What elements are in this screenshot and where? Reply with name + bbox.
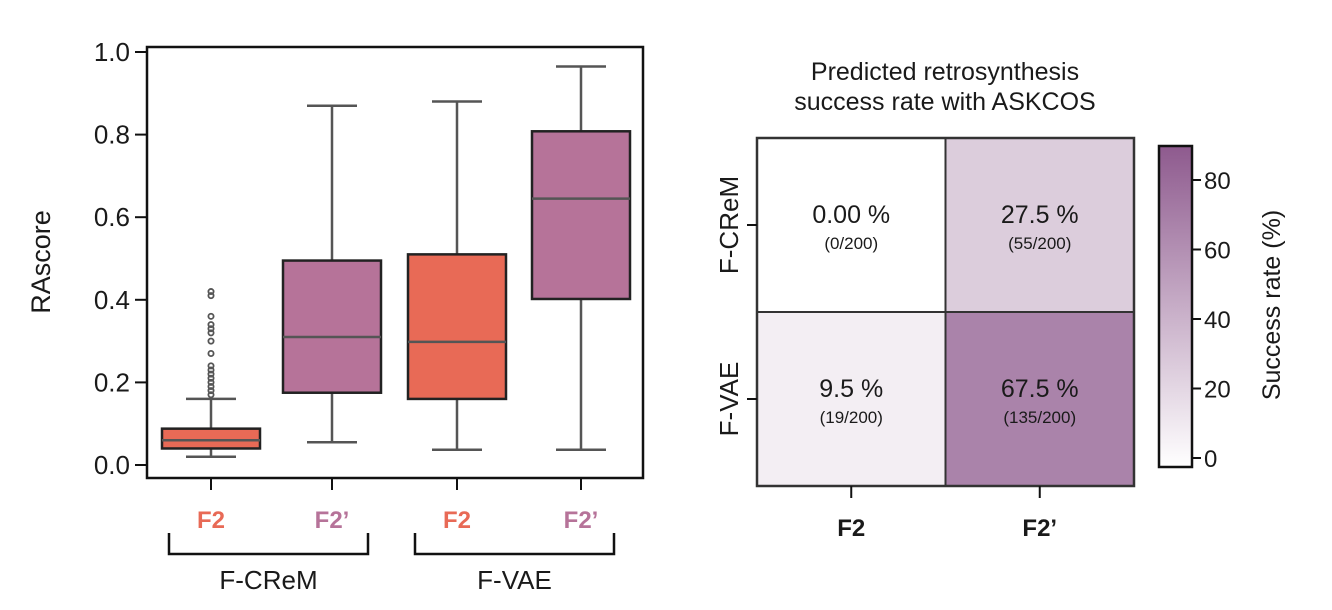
colorbar-tick-label: 80 [1204,168,1231,195]
cell-value-label: 9.5 % [819,375,883,403]
group-bracket [413,533,616,556]
col-label: F2’ [1022,515,1057,542]
colorbar-tick-label: 60 [1204,238,1231,265]
y-tick-label: 0.8 [94,120,130,150]
box-3 [530,65,632,451]
group-label: F-VAE [477,565,552,595]
group-bracket [167,533,370,556]
outlier-point [207,321,215,329]
cell-count-label: (19/200) [820,408,883,427]
y-tick-label: 0.6 [94,202,130,232]
outlier-point [207,366,215,374]
outlier-point [207,288,215,296]
y-tick-label: 1.0 [94,37,130,67]
col-label: F2 [837,515,865,542]
x-tick-label: F2’ [315,507,350,534]
cell-count-label: (55/200) [1008,234,1071,253]
cell-value-label: 67.5 % [1001,375,1079,403]
y-tick-label: 0.4 [94,285,130,315]
y-axis-label: RAscore [26,210,56,314]
x-tick-label: F2 [197,507,225,534]
heatmap-frame [755,136,1136,488]
box-1 [281,104,383,444]
y-tick-label: 0.0 [94,450,130,480]
outlier-point [207,312,215,320]
cell-count-label: (135/200) [1003,408,1076,427]
x-tick-label: F2’ [564,507,599,534]
iqr-box [281,259,383,394]
box-0 [160,288,262,458]
outlier-point [207,374,215,382]
outlier-point [207,370,215,378]
cell-value-label: 0.00 % [812,201,890,229]
colorbar-label: Success rate (%) [1258,210,1286,400]
iqr-box [530,130,632,301]
y-tick-label: 0.2 [94,367,130,397]
colorbar-tick-label: 0 [1204,446,1217,473]
heatmap-title: Predicted retrosynthesis [811,58,1079,86]
plot-frame [145,45,645,480]
box-2 [406,100,508,451]
outlier-point [207,362,215,370]
outlier-point [207,325,215,333]
outlier-point [207,391,215,399]
x-tick-label: F2 [443,507,471,534]
cell-value-label: 27.5 % [1001,201,1079,229]
heatmap-title: success rate with ASKCOS [794,88,1096,116]
colorbar-tick-label: 20 [1204,377,1231,404]
row-label: F-VAE [714,362,744,437]
iqr-box [406,253,508,401]
iqr-box [160,427,262,450]
outlier-point [207,329,215,337]
heatmap-cell [944,311,1135,487]
outlier-point [207,383,215,391]
row-label: F-CReM [714,176,744,274]
cell-count-label: (0/200) [824,234,878,253]
outlier-point [207,337,215,345]
heatmap-cell [756,137,947,313]
boxplot-panel: 0.0 0.2 0.4 0.6 0.8 1.0 RAscore F2 F2’ F2 F2’ F-CRe… [26,37,645,595]
outlier-point [207,349,215,357]
colorbar-tick-label: 40 [1204,307,1231,334]
heatmap-cell [944,137,1135,313]
heatmap-cell [756,311,947,487]
outlier-point [207,387,215,395]
outlier-point [207,378,215,386]
outlier-point [207,292,215,300]
colorbar [1157,144,1194,469]
group-label: F-CReM [219,565,317,595]
